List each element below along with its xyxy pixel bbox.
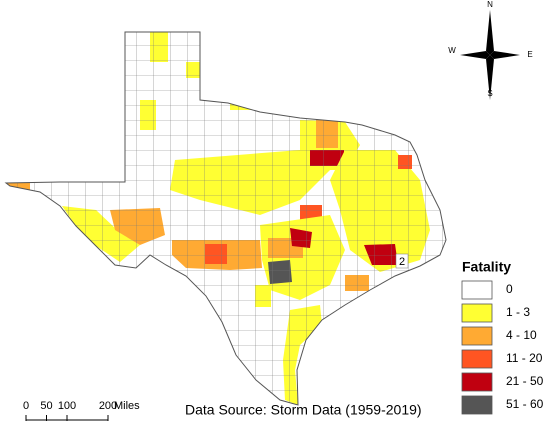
annotation-box <box>395 253 409 269</box>
compass-arrow <box>486 55 494 100</box>
compass-arrow <box>460 51 490 59</box>
scale-label: 100 <box>58 400 76 412</box>
scale-label: 200 <box>99 400 117 412</box>
legend-swatch <box>461 303 493 323</box>
compass-arrow <box>490 51 520 59</box>
legend-swatch <box>461 395 493 415</box>
scale-label: 50 <box>40 400 52 412</box>
compass-arrow <box>486 10 494 55</box>
legend-label: 11 - 20 <box>506 351 543 365</box>
compass-west: W <box>448 46 456 55</box>
compass-north: N <box>487 0 493 9</box>
legend-label: 0 <box>506 282 513 296</box>
county-borders <box>6 32 446 405</box>
compass-south: S <box>487 89 492 98</box>
legend-swatch <box>461 326 493 346</box>
compass: N S W E <box>448 0 533 100</box>
legend-label: 21 - 50 <box>506 374 544 388</box>
legend-label: 4 - 10 <box>506 328 537 342</box>
legend: Fatality 0 1 - 3 4 - 10 11 - 20 21 - 50 51 - … <box>461 259 544 415</box>
counties <box>6 32 446 405</box>
legend-swatch <box>461 372 493 392</box>
legend-swatch <box>461 280 493 300</box>
scale-label: 0 <box>23 400 29 412</box>
annotation: 2 <box>399 256 405 268</box>
legend-label: 1 - 3 <box>506 305 530 319</box>
compass-east: E <box>527 50 532 59</box>
legend-title: Fatality <box>462 259 511 275</box>
scale-unit: Miles <box>114 400 140 412</box>
legend-label: 51 - 60 <box>506 397 544 411</box>
legend-swatch <box>461 349 493 369</box>
source: Data Source: Storm Data (1959-2019) <box>185 402 422 418</box>
